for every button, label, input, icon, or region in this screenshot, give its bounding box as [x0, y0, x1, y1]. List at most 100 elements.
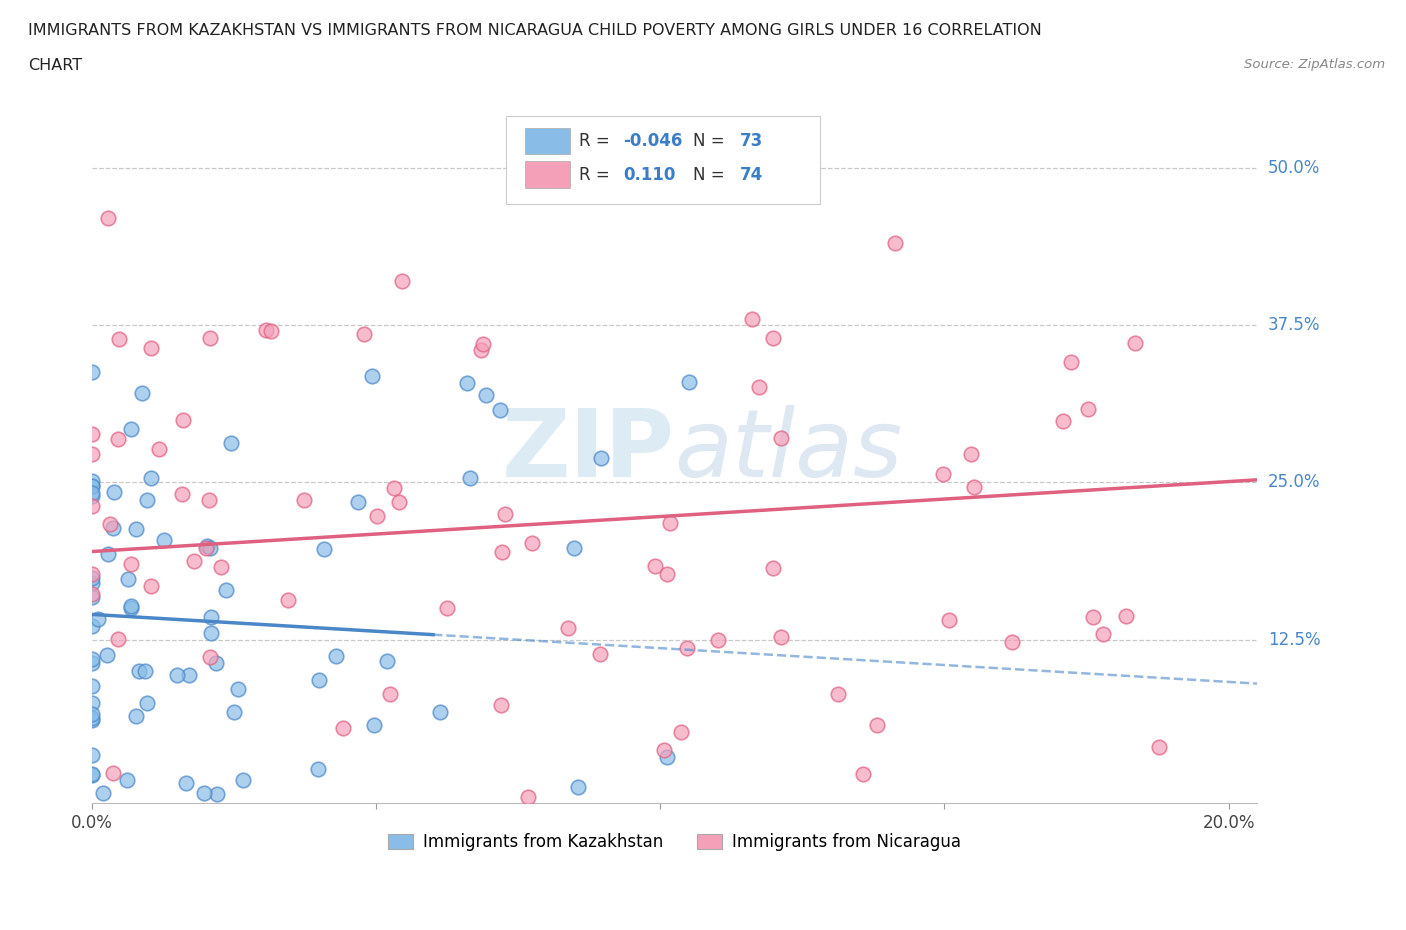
Point [215, 583, 238, 598]
Point [260, 324, 283, 339]
Point [205, 656, 228, 671]
Point [644, 559, 666, 574]
Point [222, 704, 245, 719]
Point [363, 717, 385, 732]
Point [82, 768, 104, 783]
Point [1077, 402, 1099, 417]
Text: 74: 74 [740, 166, 763, 184]
Point [82, 590, 104, 604]
Text: CHART: CHART [28, 58, 82, 73]
Point [134, 663, 156, 678]
Point [120, 421, 142, 436]
Point [1081, 609, 1104, 624]
Text: -0.046: -0.046 [623, 132, 683, 150]
Point [219, 435, 242, 450]
Point [82, 766, 104, 781]
Text: N =: N = [693, 166, 730, 184]
Point [82, 478, 104, 493]
Point [198, 493, 221, 508]
Point [101, 521, 124, 536]
Point [456, 376, 478, 391]
Point [131, 386, 153, 401]
Point [96, 647, 118, 662]
Point [589, 646, 612, 661]
Point [82, 696, 104, 711]
Point [589, 451, 612, 466]
Point [1123, 336, 1146, 351]
Point [115, 773, 138, 788]
Point [1091, 627, 1114, 642]
Point [770, 630, 793, 644]
Point [391, 273, 413, 288]
Point [1052, 414, 1074, 429]
Point [254, 323, 277, 338]
Point [678, 374, 700, 389]
Point [375, 653, 398, 668]
Point [470, 343, 492, 358]
Text: 0.110: 0.110 [623, 166, 676, 184]
Point [136, 696, 159, 711]
Point [82, 571, 104, 586]
Point [669, 724, 692, 739]
Point [172, 412, 194, 427]
Point [312, 542, 335, 557]
Point [277, 592, 299, 607]
Point [325, 648, 347, 663]
Point [517, 790, 540, 804]
Point [707, 632, 730, 647]
Point [120, 557, 142, 572]
Text: atlas: atlas [675, 405, 903, 497]
Point [82, 479, 104, 494]
Point [193, 786, 215, 801]
Point [98, 517, 121, 532]
Point [82, 485, 104, 500]
Point [107, 432, 129, 446]
Point [960, 446, 983, 461]
Point [769, 431, 792, 445]
Point [491, 545, 513, 560]
Point [148, 442, 170, 457]
Point [884, 236, 907, 251]
Point [209, 560, 232, 575]
Point [198, 649, 221, 664]
Point [87, 611, 110, 626]
Text: 12.5%: 12.5% [1268, 631, 1320, 648]
Point [932, 466, 955, 481]
Point [120, 601, 142, 616]
Text: Source: ZipAtlas.com: Source: ZipAtlas.com [1244, 58, 1385, 71]
Text: 73: 73 [740, 132, 763, 150]
Point [141, 472, 163, 486]
Point [82, 747, 104, 762]
Point [125, 709, 148, 724]
Point [91, 785, 114, 800]
Text: IMMIGRANTS FROM KAZAKHSTAN VS IMMIGRANTS FROM NICARAGUA CHILD POVERTY AMONG GIRL: IMMIGRANTS FROM KAZAKHSTAN VS IMMIGRANTS… [28, 23, 1042, 38]
Point [562, 540, 585, 555]
Point [82, 656, 104, 671]
Point [494, 507, 516, 522]
Point [82, 575, 104, 590]
Point [938, 613, 960, 628]
Point [183, 553, 205, 568]
Point [292, 492, 315, 507]
FancyBboxPatch shape [506, 116, 820, 205]
Point [82, 679, 104, 694]
Point [198, 540, 221, 555]
Text: R =: R = [579, 166, 620, 184]
Point [195, 538, 218, 553]
Point [82, 489, 104, 504]
Point [176, 776, 198, 790]
Point [136, 492, 159, 507]
Point [657, 566, 679, 581]
Point [652, 742, 675, 757]
Point [659, 515, 682, 530]
Point [460, 471, 482, 485]
Point [852, 766, 875, 781]
Point [166, 668, 188, 683]
Point [748, 380, 770, 395]
Point [177, 668, 200, 683]
Point [117, 572, 139, 587]
Point [97, 546, 120, 561]
Point [82, 651, 104, 666]
Point [353, 326, 375, 341]
Point [195, 540, 218, 555]
